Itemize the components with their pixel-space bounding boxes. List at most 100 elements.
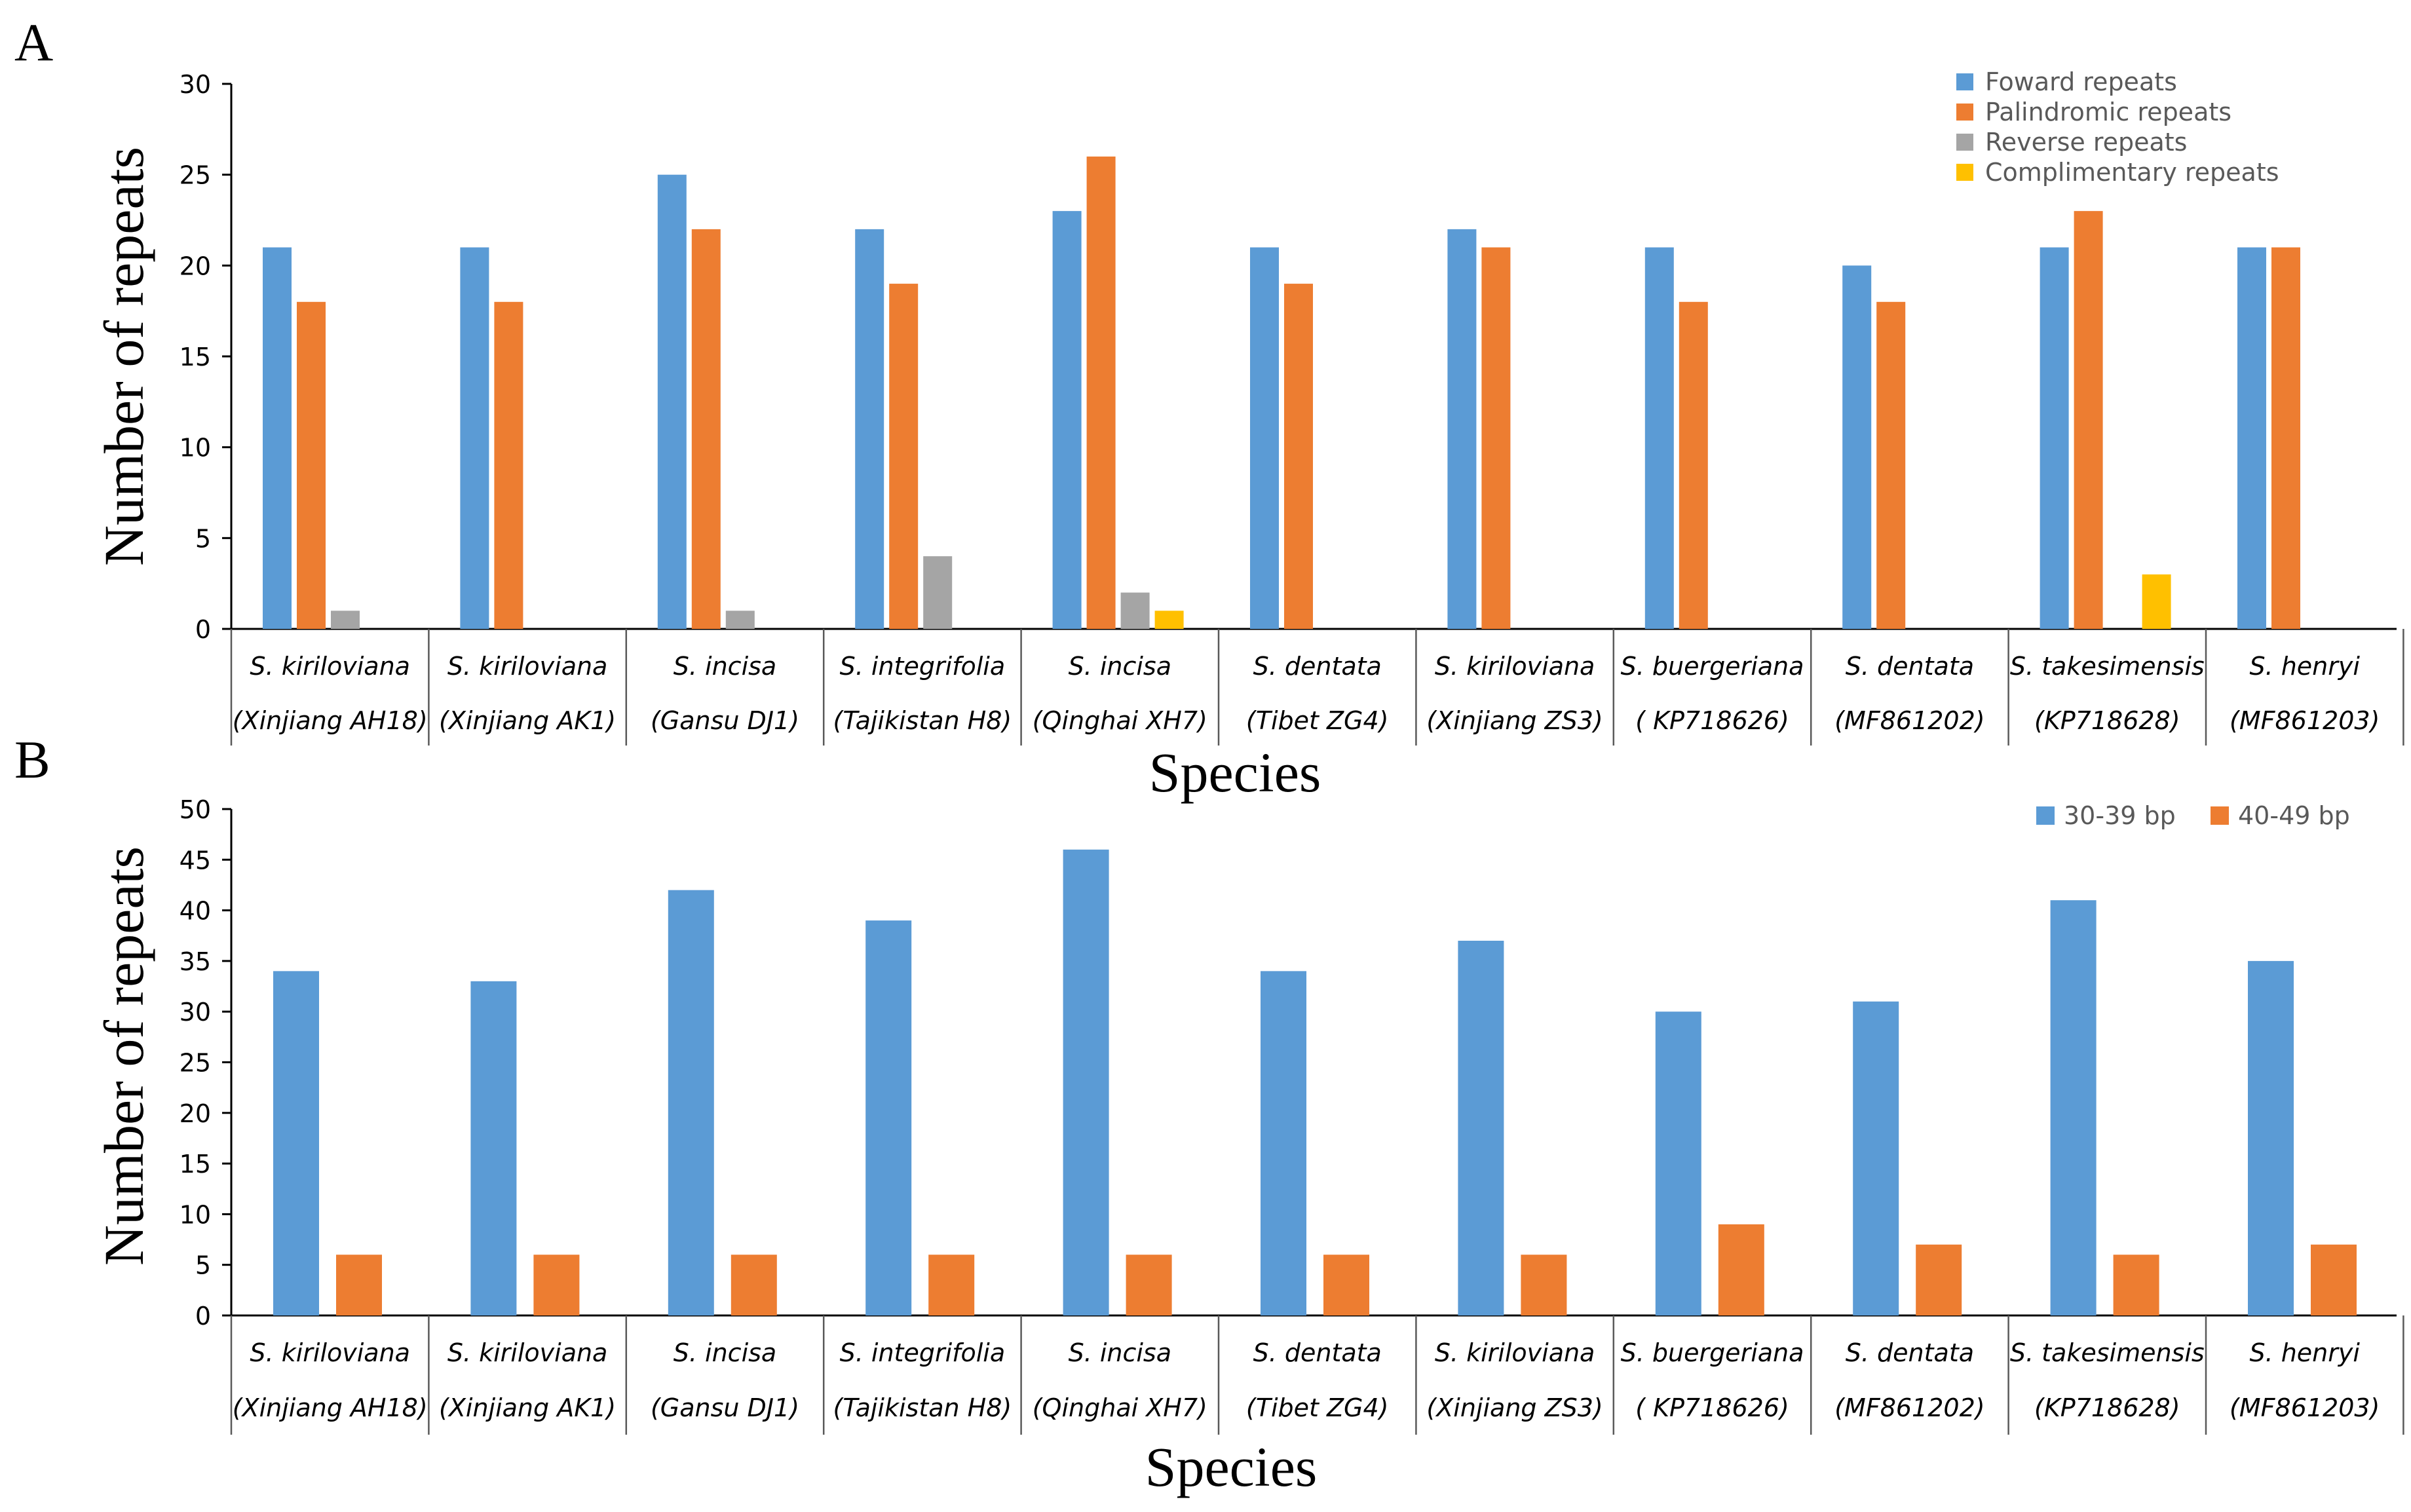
bar-40-49-bp	[1916, 1244, 1962, 1315]
bar-40-49-bp	[336, 1255, 382, 1315]
bar-40-49-bp	[928, 1255, 975, 1315]
x-category-sublabel: (KP718628)	[2034, 706, 2180, 735]
x-category-sublabel: (Xinjiang AH18)	[233, 706, 428, 735]
legend-swatch	[1956, 164, 1973, 181]
bar-palindromic-repeats	[2271, 247, 2300, 630]
bar-complimentary-repeats	[2142, 574, 2171, 629]
x-category-label: S. dentata	[1253, 1338, 1382, 1367]
y-tick-label: 20	[180, 1099, 211, 1128]
x-category-sublabel: (Xinjiang AH18)	[233, 1393, 428, 1422]
bar-palindromic-repeats	[297, 301, 326, 629]
x-category-sublabel: ( KP718626)	[1635, 1393, 1789, 1422]
x-category-label: S. henryi	[2249, 1338, 2360, 1367]
bar-foward-repeats	[263, 247, 292, 630]
bar-40-49-bp	[2311, 1244, 2357, 1315]
y-tick-label: 20	[180, 252, 211, 280]
bar-foward-repeats	[1052, 211, 1082, 630]
bar-reverse-repeats	[725, 611, 755, 629]
legend-label: Complimentary repeats	[1985, 158, 2279, 187]
bar-complimentary-repeats	[1154, 611, 1184, 629]
y-tick-label: 45	[180, 846, 211, 875]
bar-foward-repeats	[657, 174, 687, 630]
y-tick-label: 15	[180, 1150, 211, 1179]
bar-foward-repeats	[1447, 229, 1477, 629]
bar-30-39-bp	[668, 890, 714, 1315]
x-category-sublabel: (Qinghai XH7)	[1033, 706, 1207, 735]
bar-foward-repeats	[460, 247, 489, 630]
x-category-label: S. kiriloviana	[1435, 1338, 1595, 1367]
bar-40-49-bp	[1323, 1255, 1369, 1315]
bar-40-49-bp	[2113, 1255, 2159, 1315]
x-category-label: S. kiriloviana	[447, 652, 608, 681]
bar-foward-repeats	[2040, 247, 2069, 630]
y-tick-label: 30	[180, 70, 211, 99]
x-category-label: S. takesimensis	[2010, 1338, 2205, 1367]
x-category-sublabel: (Tajikistan H8)	[833, 706, 1012, 735]
y-tick-label: 50	[180, 795, 211, 824]
legend-label: Reverse repeats	[1985, 128, 2187, 157]
bar-palindromic-repeats	[2074, 211, 2103, 630]
legend-swatch	[1956, 134, 1973, 151]
x-category-sublabel: (MF861203)	[2230, 706, 2380, 735]
x-category-label: S. incisa	[1069, 652, 1171, 681]
legend-label: 40-49 bp	[2238, 801, 2350, 830]
bar-40-49-bp	[1126, 1255, 1172, 1315]
bar-40-49-bp	[1718, 1224, 1764, 1315]
bar-30-39-bp	[470, 981, 517, 1315]
x-category-label: S. integrifolia	[840, 652, 1006, 681]
legend-swatch	[2211, 806, 2229, 825]
bar-30-39-bp	[865, 920, 912, 1315]
x-category-label: S. incisa	[674, 1338, 776, 1367]
x-category-sublabel: (KP718628)	[2034, 1393, 2180, 1422]
bar-palindromic-repeats	[1086, 156, 1116, 629]
x-category-label: S. dentata	[1846, 652, 1974, 681]
x-category-label: S. dentata	[1846, 1338, 1974, 1367]
bar-foward-repeats	[1842, 265, 1872, 629]
legend: 30-39 bp 40-49 bp	[2036, 801, 2350, 830]
x-category-sublabel: (Qinghai XH7)	[1033, 1393, 1207, 1422]
bar-foward-repeats	[2237, 247, 2266, 630]
panel-a: A 0 5 10 15 20 25 30 S. kiriloviana (Xinjiang AH1…	[14, 12, 2404, 804]
bar-palindromic-repeats	[1284, 284, 1313, 630]
x-category-sublabel: (Xinjiang ZS3)	[1426, 1393, 1603, 1422]
panel-letter: A	[14, 12, 53, 72]
x-category-label: S. henryi	[2249, 652, 2360, 681]
x-category-label: S. kiriloviana	[447, 1338, 608, 1367]
y-tick-label: 15	[180, 343, 211, 371]
x-category-sublabel: (MF861203)	[2230, 1393, 2380, 1422]
bar-reverse-repeats	[331, 611, 360, 629]
bar-reverse-repeats	[923, 556, 953, 629]
bar-palindromic-repeats	[1876, 301, 1906, 629]
bar-40-49-bp	[533, 1255, 580, 1315]
x-category-sublabel: (Tibet ZG4)	[1246, 706, 1389, 735]
bar-foward-repeats	[1644, 247, 1674, 630]
panel-letter: B	[14, 730, 50, 789]
x-axis-title: Species	[1149, 741, 1321, 804]
bar-40-49-bp	[1521, 1255, 1567, 1315]
x-category-sublabel: (Gansu DJ1)	[651, 1393, 799, 1422]
y-tick-label: 0	[195, 1302, 211, 1331]
y-tick-label: 25	[180, 161, 211, 190]
bar-palindromic-repeats	[1679, 301, 1708, 629]
bar-30-39-bp	[2248, 960, 2294, 1315]
x-category-sublabel: (Xinjiang AK1)	[439, 706, 616, 735]
y-tick-label: 30	[180, 998, 211, 1027]
bar-palindromic-repeats	[494, 301, 523, 629]
legend-label: Foward repeats	[1985, 67, 2177, 96]
x-category-sublabel: (Xinjiang ZS3)	[1426, 706, 1603, 735]
x-category-label: S. takesimensis	[2010, 652, 2205, 681]
y-tick-label: 10	[180, 1200, 211, 1229]
legend-label: Palindromic repeats	[1985, 98, 2231, 126]
bar-40-49-bp	[731, 1255, 777, 1315]
x-category-sublabel: (Xinjiang AK1)	[439, 1393, 616, 1422]
y-tick-label: 10	[180, 434, 211, 463]
x-category-label: S. kiriloviana	[250, 1338, 410, 1367]
x-category-sublabel: (MF861202)	[1834, 1393, 1984, 1422]
x-category-label: S. dentata	[1253, 652, 1382, 681]
legend-swatch	[2036, 806, 2055, 825]
x-category-sublabel: ( KP718626)	[1635, 706, 1789, 735]
x-category-sublabel: (Tajikistan H8)	[833, 1393, 1012, 1422]
y-tick-label: 5	[195, 524, 211, 553]
